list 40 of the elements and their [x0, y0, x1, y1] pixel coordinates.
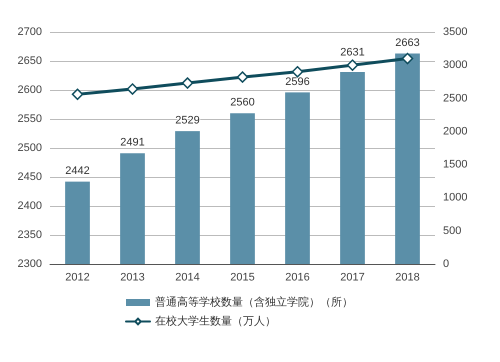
- x-tick-label: 2015: [230, 272, 255, 284]
- y-tick-label: 2400: [18, 200, 42, 212]
- y-tick-label: 2600: [18, 84, 42, 96]
- x-tick-label: 2016: [285, 272, 310, 284]
- x-tick-label: 2017: [340, 272, 365, 284]
- data-label: 2491: [120, 136, 145, 149]
- x-tick-label: 2014: [175, 272, 200, 284]
- data-label: 2442: [65, 165, 90, 178]
- y2-tick-label: 2000: [443, 125, 468, 138]
- point: [126, 83, 138, 95]
- x-tick-label: 2013: [120, 272, 145, 284]
- point: [236, 71, 248, 83]
- y2-tick-label: 3500: [443, 26, 468, 38]
- x-tick-label: 2012: [65, 272, 90, 284]
- y-tick-label: 2300: [18, 258, 42, 270]
- data-label: 2529: [175, 114, 200, 127]
- point: [72, 88, 84, 100]
- y2-tick-label: 500: [443, 224, 462, 237]
- y-tick-label: 2450: [18, 171, 42, 183]
- y2-tick-label: 2500: [443, 92, 468, 104]
- point: [182, 77, 194, 89]
- data-label: 2560: [230, 96, 255, 109]
- data-label: 2631: [340, 46, 365, 59]
- y2-tick-label: 1500: [443, 158, 468, 171]
- y-tick-label: 2700: [18, 26, 42, 38]
- data-label: 2663: [395, 36, 420, 49]
- x-tick-label: 2018: [395, 272, 420, 284]
- data-label: 2596: [285, 76, 310, 88]
- point: [292, 66, 304, 78]
- y-tick-label: 2650: [18, 55, 42, 67]
- legend-label: 普通高等学校数量（含独立学院）（所）: [155, 296, 353, 308]
- y-tick-label: 2550: [18, 113, 42, 125]
- point: [346, 59, 358, 71]
- legend-label: 在校大学生数量（万人）: [155, 314, 276, 328]
- y2-tick-label: 0: [443, 258, 450, 270]
- y2-tick-label: 1000: [443, 192, 468, 204]
- y-tick-label: 2500: [18, 142, 42, 154]
- point: [402, 52, 414, 64]
- y-tick-label: 2350: [18, 229, 42, 241]
- y2-tick-label: 3000: [443, 59, 468, 72]
